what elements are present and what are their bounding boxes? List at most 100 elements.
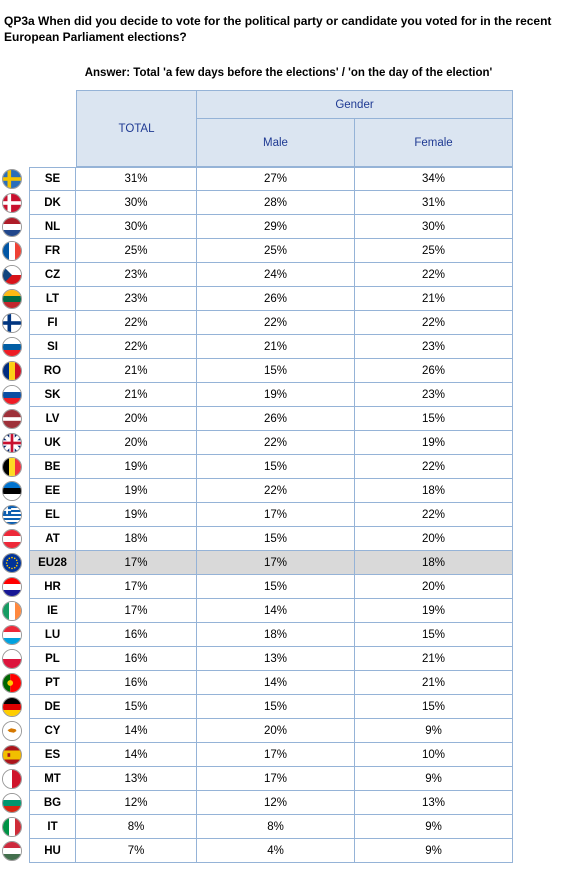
table-row: HU 7% 4% 9%	[29, 839, 513, 863]
sk-flag-icon	[2, 385, 22, 405]
country-code: LV	[29, 407, 76, 431]
total-value: 20%	[76, 407, 197, 431]
male-value: 24%	[197, 263, 355, 287]
country-code: PL	[29, 647, 76, 671]
de-flag-icon	[2, 697, 22, 717]
male-value: 29%	[197, 215, 355, 239]
ie-flag-icon	[2, 601, 22, 621]
total-value: 17%	[76, 551, 197, 575]
fi-flag-icon	[2, 313, 22, 333]
total-value: 18%	[76, 527, 197, 551]
table-row: PL 16% 13% 21%	[29, 647, 513, 671]
total-value: 14%	[76, 719, 197, 743]
female-value: 20%	[355, 527, 513, 551]
country-code: SK	[29, 383, 76, 407]
female-value: 22%	[355, 311, 513, 335]
male-value: 15%	[197, 527, 355, 551]
total-value: 23%	[76, 287, 197, 311]
female-value: 15%	[355, 407, 513, 431]
male-value: 4%	[197, 839, 355, 863]
male-value: 8%	[197, 815, 355, 839]
lv-flag-icon	[2, 409, 22, 429]
male-value: 25%	[197, 239, 355, 263]
table-row: DE 15% 15% 15%	[29, 695, 513, 719]
table-row: NL 30% 29% 30%	[29, 215, 513, 239]
female-value: 22%	[355, 503, 513, 527]
bg-flag-icon	[2, 793, 22, 813]
female-value: 13%	[355, 791, 513, 815]
female-value: 19%	[355, 599, 513, 623]
si-flag-icon	[2, 337, 22, 357]
female-value: 9%	[355, 767, 513, 791]
cy-flag-icon	[2, 721, 22, 741]
it-flag-icon	[2, 817, 22, 837]
male-value: 27%	[197, 167, 355, 191]
country-code: IT	[29, 815, 76, 839]
female-value: 15%	[355, 623, 513, 647]
fr-flag-icon	[2, 241, 22, 261]
table-row: EU28 17% 17% 18%	[29, 551, 513, 575]
total-value: 16%	[76, 671, 197, 695]
male-value: 22%	[197, 311, 355, 335]
total-value: 20%	[76, 431, 197, 455]
uk-flag-icon	[2, 433, 22, 453]
total-value: 25%	[76, 239, 197, 263]
header-female: Female	[354, 118, 513, 167]
country-code: SE	[29, 167, 76, 191]
female-value: 9%	[355, 815, 513, 839]
country-code: FR	[29, 239, 76, 263]
male-value: 20%	[197, 719, 355, 743]
male-value: 15%	[197, 359, 355, 383]
female-value: 34%	[355, 167, 513, 191]
hu-flag-icon	[2, 841, 22, 861]
table-row: DK 30% 28% 31%	[29, 191, 513, 215]
total-value: 12%	[76, 791, 197, 815]
total-value: 15%	[76, 695, 197, 719]
be-flag-icon	[2, 457, 22, 477]
female-value: 30%	[355, 215, 513, 239]
pl-flag-icon	[2, 649, 22, 669]
country-code: EE	[29, 479, 76, 503]
male-value: 28%	[197, 191, 355, 215]
female-value: 21%	[355, 671, 513, 695]
total-value: 31%	[76, 167, 197, 191]
table-row: EE 19% 22% 18%	[29, 479, 513, 503]
total-value: 14%	[76, 743, 197, 767]
table-row: HR 17% 15% 20%	[29, 575, 513, 599]
table-row: SI 22% 21% 23%	[29, 335, 513, 359]
table-row: ES 14% 17% 10%	[29, 743, 513, 767]
es-flag-icon	[2, 745, 22, 765]
hr-flag-icon	[2, 577, 22, 597]
table-row: FI 22% 22% 22%	[29, 311, 513, 335]
table-row: BG 12% 12% 13%	[29, 791, 513, 815]
total-value: 19%	[76, 503, 197, 527]
male-value: 22%	[197, 431, 355, 455]
lu-flag-icon	[2, 625, 22, 645]
male-value: 15%	[197, 575, 355, 599]
male-value: 12%	[197, 791, 355, 815]
table-row: UK 20% 22% 19%	[29, 431, 513, 455]
male-value: 19%	[197, 383, 355, 407]
table-row: CY 14% 20% 9%	[29, 719, 513, 743]
eu-flag-icon	[2, 553, 22, 573]
country-code: LT	[29, 287, 76, 311]
table-row: EL 19% 17% 22%	[29, 503, 513, 527]
header-male: Male	[196, 118, 355, 167]
table-row: RO 21% 15% 26%	[29, 359, 513, 383]
table-row: IE 17% 14% 19%	[29, 599, 513, 623]
male-value: 18%	[197, 623, 355, 647]
total-value: 22%	[76, 335, 197, 359]
country-code: IE	[29, 599, 76, 623]
country-code: CZ	[29, 263, 76, 287]
table-row: MT 13% 17% 9%	[29, 767, 513, 791]
total-value: 30%	[76, 215, 197, 239]
country-code: NL	[29, 215, 76, 239]
header-total: TOTAL	[76, 90, 197, 167]
female-value: 9%	[355, 719, 513, 743]
pt-flag-icon	[2, 673, 22, 693]
country-code: DK	[29, 191, 76, 215]
country-code: FI	[29, 311, 76, 335]
female-value: 26%	[355, 359, 513, 383]
total-value: 16%	[76, 647, 197, 671]
male-value: 17%	[197, 503, 355, 527]
